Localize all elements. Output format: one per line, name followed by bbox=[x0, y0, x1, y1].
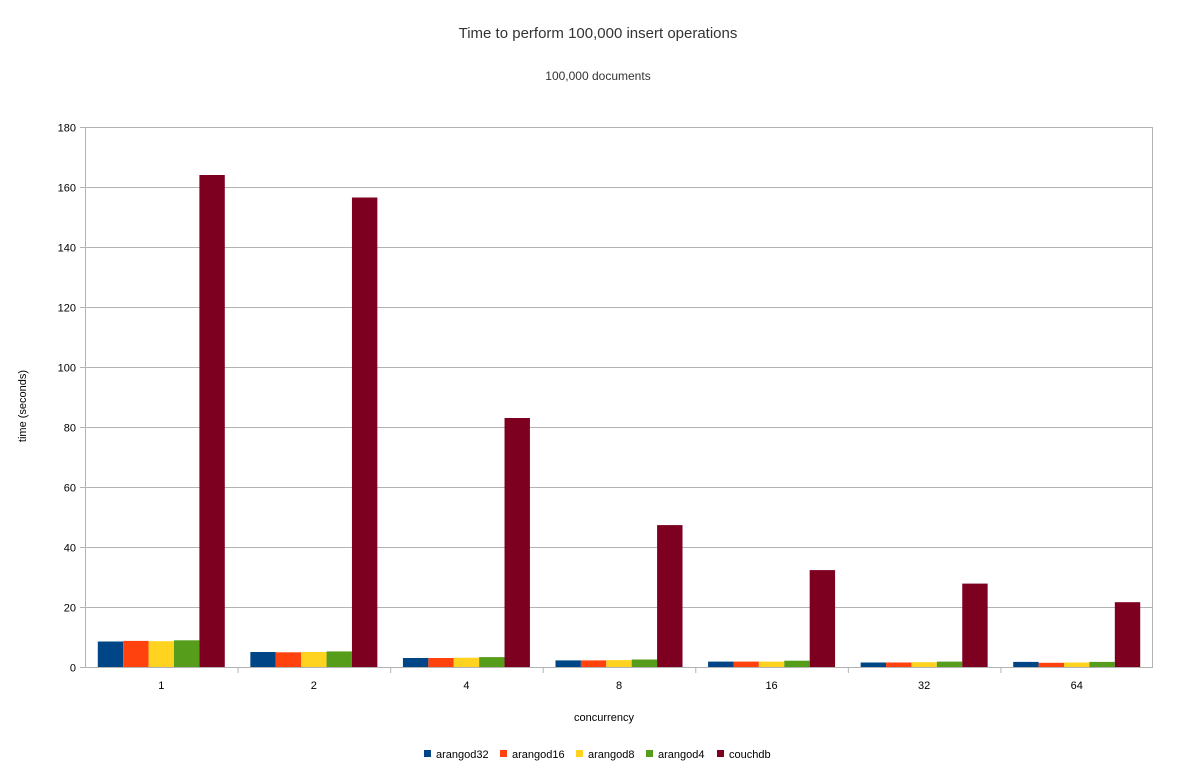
bar-arangod32-64 bbox=[1013, 661, 1039, 667]
bar-arangod8-8 bbox=[606, 660, 632, 667]
x-tick-label: 4 bbox=[463, 680, 469, 692]
legend-swatch-couchdb bbox=[717, 750, 724, 757]
y-tick-label: 140 bbox=[58, 243, 76, 255]
bar-arangod4-8 bbox=[631, 659, 658, 667]
bar-couchdb-32 bbox=[962, 583, 988, 667]
bar-arangod16-32 bbox=[886, 662, 912, 667]
bar-arangod8-4 bbox=[453, 657, 480, 667]
bar-arangod32-4 bbox=[402, 658, 429, 667]
legend-swatch-arangod32 bbox=[424, 750, 431, 757]
y-tick-label: 0 bbox=[70, 663, 76, 675]
bar-couchdb-8 bbox=[657, 525, 683, 667]
chart-title: Time to perform 100,000 insert operation… bbox=[459, 25, 738, 42]
y-tick-label: 60 bbox=[64, 483, 76, 495]
legend-label-arangod8: arangod8 bbox=[588, 749, 635, 761]
axes bbox=[85, 127, 1153, 668]
bar-arangod32-16 bbox=[708, 661, 734, 667]
x-tick-label: 16 bbox=[765, 680, 777, 692]
x-tick-label: 32 bbox=[918, 680, 930, 692]
bar-arangod8-32 bbox=[911, 662, 937, 667]
legend-label-arangod16: arangod16 bbox=[512, 749, 565, 761]
bar-arangod16-64 bbox=[1038, 662, 1065, 667]
y-axis-ticks: 0 20 40 60 80 100 120 140 160 180 bbox=[58, 123, 85, 675]
bar-arangod32-32 bbox=[860, 662, 887, 667]
y-tick-label: 160 bbox=[58, 183, 76, 195]
bar-arangod4-32 bbox=[936, 661, 963, 667]
legend-label-arangod4: arangod4 bbox=[658, 749, 705, 761]
y-tick-label: 40 bbox=[64, 543, 76, 555]
x-tick-label: 1 bbox=[158, 680, 164, 692]
bar-arangod8-64 bbox=[1064, 662, 1090, 667]
bar-couchdb-1 bbox=[199, 175, 225, 667]
y-tick-label: 180 bbox=[58, 123, 76, 135]
bar-couchdb-4 bbox=[504, 418, 530, 667]
legend: arangod32 arangod16 arangod8 arangod4 couchd… bbox=[424, 749, 771, 761]
x-axis-label: concurrency bbox=[574, 712, 634, 724]
legend-label-couchdb: couchdb bbox=[729, 749, 771, 761]
legend-swatch-arangod8 bbox=[576, 750, 583, 757]
bar-arangod4-2 bbox=[326, 651, 352, 667]
bar-arangod16-1 bbox=[123, 640, 149, 667]
chart-subtitle: 100,000 documents bbox=[545, 69, 650, 83]
bar-couchdb-16 bbox=[809, 570, 836, 667]
bar-arangod16-8 bbox=[580, 660, 607, 667]
bar-arangod32-8 bbox=[555, 660, 581, 667]
bar-arangod32-1 bbox=[97, 641, 124, 667]
bar-arangod4-1 bbox=[173, 640, 200, 667]
x-tick-label: 2 bbox=[311, 680, 317, 692]
bar-arangod16-4 bbox=[428, 658, 454, 667]
x-axis-ticks: 1 2 4 8 16 32 64 bbox=[158, 667, 1083, 692]
bar-arangod16-16 bbox=[733, 661, 759, 667]
x-tick-label: 8 bbox=[616, 680, 622, 692]
bar-arangod4-16 bbox=[784, 660, 810, 667]
bar-arangod4-4 bbox=[479, 657, 505, 667]
gridlines bbox=[85, 127, 1153, 668]
bar-arangod32-2 bbox=[250, 652, 276, 667]
legend-swatch-arangod4 bbox=[646, 750, 653, 757]
bar-arangod4-64 bbox=[1089, 661, 1115, 667]
legend-label-arangod32: arangod32 bbox=[436, 749, 489, 761]
bar-arangod8-2 bbox=[301, 652, 327, 667]
bar-arangod8-16 bbox=[758, 661, 785, 667]
y-tick-label: 100 bbox=[58, 363, 76, 375]
bar-couchdb-64 bbox=[1114, 602, 1141, 667]
bar-couchdb-2 bbox=[351, 197, 378, 667]
bar-arangod16-2 bbox=[275, 652, 302, 667]
legend-swatch-arangod16 bbox=[500, 750, 507, 757]
y-axis-label: time (seconds) bbox=[17, 370, 29, 442]
y-tick-label: 80 bbox=[64, 423, 76, 435]
x-tick-label: 64 bbox=[1071, 680, 1083, 692]
bar-arangod8-1 bbox=[148, 641, 174, 667]
bars bbox=[97, 175, 1141, 667]
y-tick-label: 20 bbox=[64, 603, 76, 615]
y-tick-label: 120 bbox=[58, 303, 76, 315]
